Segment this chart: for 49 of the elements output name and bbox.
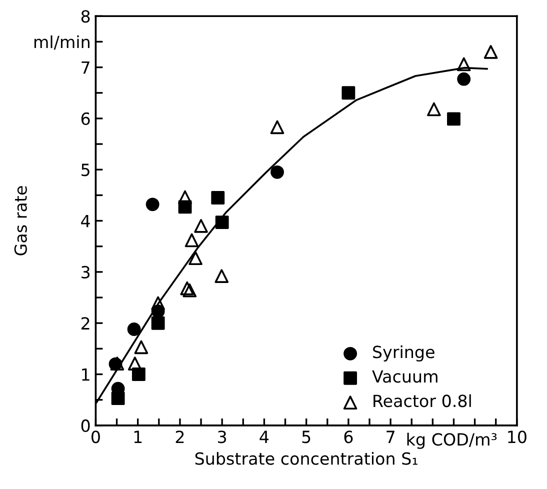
y-tick-label: 7 (82, 61, 90, 74)
y-tick-label: 3 (82, 266, 90, 279)
y-tick-label: 8 (81, 10, 90, 23)
x-tick-label: 1 (134, 430, 142, 443)
x-tick-label: 2 (176, 430, 184, 443)
point (456, 57, 471, 72)
point (194, 218, 208, 233)
x-tick-label: 10 (508, 430, 526, 444)
y-tick-label: 0 (81, 419, 90, 432)
point (270, 165, 284, 179)
point (182, 283, 197, 298)
point (270, 120, 284, 134)
point (457, 72, 471, 86)
point (111, 392, 125, 406)
point (146, 198, 160, 212)
x-tick-label: 7 (386, 430, 394, 443)
x-tick-label: 3 (218, 430, 226, 444)
x-tick-label: 4 (260, 430, 269, 443)
text: kg COD/m³ (407, 432, 497, 449)
y-tick-label: 4 (81, 214, 90, 228)
point (180, 281, 194, 296)
x-tick-label: 0 (92, 430, 100, 444)
point (151, 316, 165, 330)
point (178, 190, 192, 204)
x-tick-label: 5 (302, 430, 310, 444)
point (184, 233, 199, 248)
point (215, 216, 229, 230)
y-tick-label: 5 (82, 164, 90, 176)
point (342, 86, 356, 100)
y-tick-label: 6 (81, 112, 90, 126)
point (128, 356, 142, 370)
point (427, 102, 441, 116)
point (151, 296, 165, 310)
point (188, 251, 202, 266)
y-tick-label: 1 (82, 368, 90, 381)
legend-label: Vacuum (372, 370, 438, 383)
point (447, 112, 460, 126)
y-axis-title: Gas rate (14, 186, 27, 256)
x-tick-label: 6 (344, 430, 353, 444)
legend-label: Reactor 0.8l (374, 394, 471, 408)
point (127, 322, 141, 336)
point (484, 45, 498, 59)
point (214, 269, 229, 283)
y-tick-label: 2 (81, 317, 90, 330)
y-tick-label: ml/min (34, 35, 90, 50)
point (211, 191, 225, 204)
x-axis-title: Substrate concentration S₁ (195, 452, 418, 465)
legend-label: Syringe (373, 345, 434, 362)
point (134, 340, 148, 354)
